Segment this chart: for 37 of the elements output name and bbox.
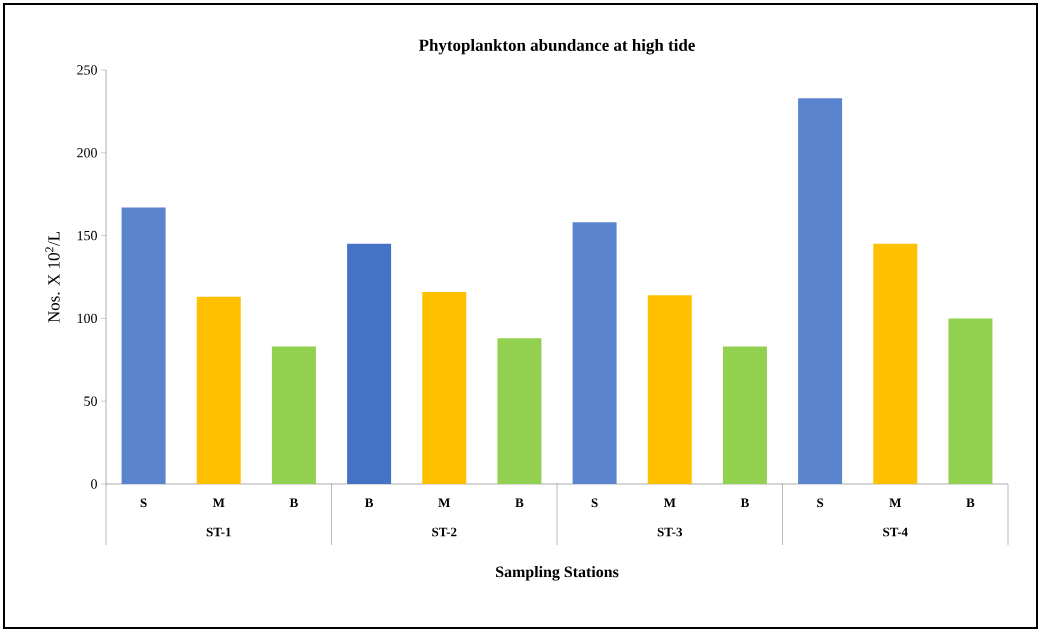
bar	[347, 243, 392, 484]
text: ST-3	[657, 527, 683, 537]
x-tick-label: S	[817, 498, 824, 508]
x-axis-title: Sampling Stations	[496, 566, 619, 581]
bar	[422, 291, 467, 484]
y-tick-label: 200	[77, 148, 97, 158]
chart-title: Phytoplankton abundance at high tide	[418, 39, 695, 55]
bar	[497, 338, 542, 484]
y-axis-title: Nos. X 10$^{2}$/L	[45, 231, 60, 323]
x-tick-label: B	[966, 498, 975, 508]
y-tick-label: 100	[77, 313, 97, 324]
text: ST-1	[206, 527, 231, 537]
x-tick-label: M	[438, 498, 451, 507]
x-tick-label: B	[364, 498, 374, 508]
x-tick-label: B	[740, 498, 749, 508]
x-tick-label: S	[140, 498, 147, 508]
bar	[121, 207, 166, 484]
x-tick-label: S	[591, 498, 598, 508]
bar	[647, 295, 692, 484]
y-tick-label: 50	[84, 396, 97, 406]
x-tick-label: M	[663, 498, 676, 507]
x-tick-label: B	[289, 498, 298, 508]
y-tick-label: 250	[77, 65, 97, 75]
bar	[572, 222, 617, 484]
y-tick-label: 150	[77, 230, 97, 241]
bar	[948, 318, 993, 484]
text: ST-4	[883, 527, 908, 537]
x-tick-label: M	[889, 498, 902, 507]
x-tick-label: B	[515, 498, 524, 508]
bar	[873, 243, 918, 484]
bar	[271, 346, 316, 484]
y-tick-label: 0	[91, 479, 97, 489]
x-tick-label: M	[212, 498, 225, 507]
bar	[798, 98, 843, 484]
bar	[196, 296, 241, 484]
bar	[722, 346, 767, 484]
text: ST-2	[432, 527, 457, 537]
